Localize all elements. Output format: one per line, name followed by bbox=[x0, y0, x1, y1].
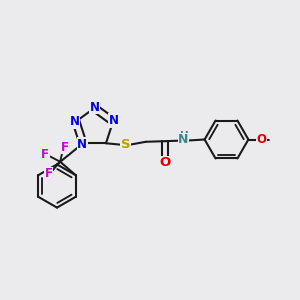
Text: N: N bbox=[77, 138, 87, 151]
Text: N: N bbox=[70, 115, 80, 128]
Text: F: F bbox=[45, 167, 53, 180]
Text: N: N bbox=[109, 114, 119, 127]
Text: O: O bbox=[256, 133, 267, 146]
Text: F: F bbox=[61, 141, 69, 154]
Text: O: O bbox=[160, 156, 171, 169]
Text: N: N bbox=[89, 100, 100, 114]
Text: H: H bbox=[180, 131, 188, 141]
Text: F: F bbox=[41, 148, 49, 161]
Text: S: S bbox=[121, 138, 130, 151]
Text: N: N bbox=[178, 133, 188, 146]
